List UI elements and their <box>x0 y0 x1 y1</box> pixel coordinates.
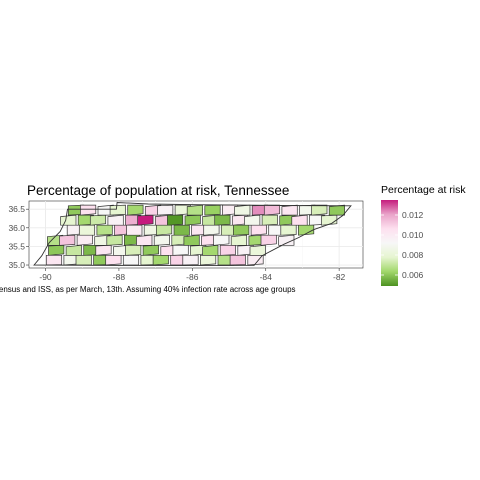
county <box>312 205 327 215</box>
county <box>215 215 230 225</box>
x-tick-label: -90 <box>39 272 52 282</box>
x-tick-label: -86 <box>186 272 199 282</box>
map-panel <box>29 201 363 268</box>
county <box>110 205 125 215</box>
county <box>281 225 296 235</box>
county <box>200 255 215 265</box>
county <box>235 205 251 215</box>
county <box>60 235 75 245</box>
county <box>156 225 171 235</box>
y-tick-label: 36.0 <box>8 223 25 233</box>
county <box>123 255 138 265</box>
county <box>108 215 123 225</box>
legend-tick-label: 0.006 <box>402 270 424 280</box>
county <box>153 255 168 265</box>
county <box>97 225 112 235</box>
county <box>167 215 182 225</box>
county <box>262 215 277 225</box>
legend-title: Percentage at risk <box>381 184 466 196</box>
map-caption: Source: US Census and ISS, as per March,… <box>0 285 296 294</box>
y-tick-label: 35.5 <box>8 241 25 251</box>
county <box>204 225 219 235</box>
legend-colorbar <box>381 200 398 286</box>
county <box>250 245 265 255</box>
x-tick-label: -82 <box>333 272 346 282</box>
y-tick-label: 35.0 <box>8 260 25 270</box>
county <box>185 215 200 225</box>
county <box>261 235 276 245</box>
county <box>96 245 111 255</box>
county <box>49 245 64 255</box>
legend-tick-label: 0.010 <box>402 230 424 240</box>
county <box>173 245 188 255</box>
county <box>127 225 142 235</box>
county <box>154 235 169 245</box>
county <box>126 245 141 255</box>
county <box>174 225 189 235</box>
county <box>184 235 199 245</box>
county <box>143 245 159 255</box>
county <box>107 235 122 245</box>
county <box>220 245 235 255</box>
county <box>205 205 220 215</box>
x-tick-label: -88 <box>113 272 126 282</box>
county <box>46 255 61 265</box>
county <box>244 215 260 225</box>
y-axis: 35.0 35.5 36.0 36.5 <box>8 204 29 270</box>
county <box>329 205 344 215</box>
county <box>90 215 105 225</box>
county <box>187 205 202 215</box>
county <box>214 235 229 245</box>
county <box>233 225 249 235</box>
x-axis: -90 -88 -86 -84 -82 <box>39 268 345 282</box>
county <box>138 215 154 225</box>
county <box>292 215 307 225</box>
county <box>61 215 76 225</box>
county <box>183 255 198 265</box>
county <box>322 215 337 225</box>
legend-tick-label: 0.008 <box>402 250 424 260</box>
county <box>231 235 247 245</box>
county <box>230 255 245 265</box>
county <box>77 235 92 245</box>
legend: Percentage at risk 0.006 0.008 0.010 0.012 <box>381 184 466 286</box>
county <box>106 255 121 265</box>
county <box>137 235 153 245</box>
x-tick-label: -84 <box>260 272 273 282</box>
y-tick-label: 36.5 <box>8 204 25 214</box>
county <box>80 205 95 215</box>
map-title: Percentage of population at risk, Tennes… <box>27 183 289 198</box>
legend-tick-label: 0.012 <box>402 210 424 220</box>
county <box>282 205 297 215</box>
county <box>264 205 279 215</box>
county <box>203 245 218 255</box>
county <box>251 225 266 235</box>
county <box>79 225 94 235</box>
county <box>76 255 91 265</box>
county <box>128 205 143 215</box>
county <box>66 245 81 255</box>
county <box>158 205 173 215</box>
